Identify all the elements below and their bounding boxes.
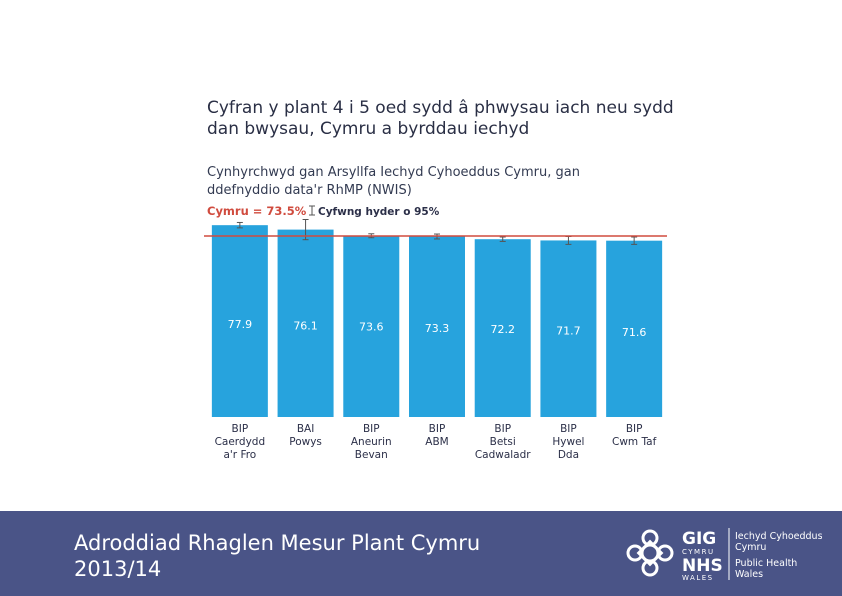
logo-nhs-text: NHS — [682, 556, 723, 576]
confidence-interval-legend-label: Cyfwng hyder o 95% — [318, 206, 440, 218]
category-label: BIP Aneurin Bevan — [351, 423, 392, 461]
category-label-line: a'r Fro — [223, 449, 256, 461]
bar — [409, 236, 465, 417]
category-label-line: Powys — [289, 436, 322, 448]
reference-line-label: Cymru = 73.5% — [207, 204, 307, 218]
logo-org-line1: Iechyd Cyhoeddus — [735, 531, 822, 542]
data-label: 77.9 — [228, 318, 253, 331]
category-label-line: Hywel — [552, 436, 584, 448]
category-label-line: Cwm Taf — [612, 436, 657, 448]
footer-title-line1: Adroddiad Rhaglen Mesur Plant Cymru — [74, 531, 481, 555]
category-label: BIP Cwm Taf — [612, 423, 657, 448]
chart-subtitle: Cynhyrchwyd gan Arsyllfa Iechyd Cyhoeddu… — [207, 165, 580, 198]
category-label: BIP Betsi Cadwaladr — [475, 423, 531, 461]
category-label-line: Betsi — [490, 436, 516, 448]
category-label-line: Aneurin — [351, 436, 392, 448]
category-label-line: BIP — [429, 423, 446, 435]
category-label-line: BIP — [363, 423, 380, 435]
bar — [211, 225, 268, 417]
bar — [474, 239, 531, 417]
category-label: BIP ABM — [425, 423, 448, 448]
category-label-line: BIP — [494, 423, 511, 435]
logo-cymru-text: CYMRU — [682, 548, 715, 556]
category-label: BAI Powys — [289, 423, 322, 448]
chart-legend: Cymru = 73.5% Cyfwng hyder o 95% — [207, 204, 440, 218]
logo-org-line2: Cymru — [735, 542, 766, 553]
footer-bar — [0, 511, 842, 596]
data-label: 71.6 — [622, 326, 647, 339]
logo-wales-text: WALES — [682, 574, 714, 582]
footer-title-line2: 2013/14 — [74, 557, 162, 581]
category-label-line: BIP — [232, 423, 249, 435]
bar — [606, 240, 663, 417]
category-label-line: ABM — [425, 436, 448, 448]
bar-chart: Cymru = 73.5% Cyfwng hyder o 95% 77.9 BIP… — [204, 204, 667, 461]
data-label: 72.2 — [490, 323, 515, 336]
logo-org-line4: Wales — [735, 569, 763, 580]
logo-org-line3: Public Health — [735, 558, 797, 569]
category-label-line: Dda — [558, 449, 579, 461]
bar — [343, 235, 400, 417]
phw-logo: GIG CYMRU NHS WALES Iechyd Cyhoeddus Cym… — [626, 528, 822, 582]
data-label: 73.6 — [359, 321, 384, 334]
category-label-line: Bevan — [355, 449, 388, 461]
category-label: BIP Caerdydd a'r Fro — [215, 423, 266, 461]
category-label-line: BIP — [560, 423, 577, 435]
bar — [540, 240, 597, 417]
error-bar-legend-icon — [309, 205, 315, 216]
logo-gig-text: GIG — [682, 529, 716, 549]
category-label-line: BIP — [626, 423, 643, 435]
category-label-line: BAI — [297, 423, 314, 435]
category-label-line: Caerdydd — [215, 436, 266, 448]
category-label-line: Cadwaladr — [475, 449, 531, 461]
data-label: 76.1 — [293, 319, 318, 332]
data-label: 73.3 — [425, 322, 450, 335]
footer-report-title: Adroddiad Rhaglen Mesur Plant Cymru 2013… — [74, 530, 480, 582]
data-label: 71.7 — [556, 325, 581, 338]
chart-title: Cyfran y plant 4 i 5 oed sydd â phwysau … — [207, 98, 674, 139]
celtic-knot-icon — [626, 529, 674, 577]
bar — [277, 229, 334, 417]
category-label: BIP Hywel Dda — [552, 423, 584, 461]
